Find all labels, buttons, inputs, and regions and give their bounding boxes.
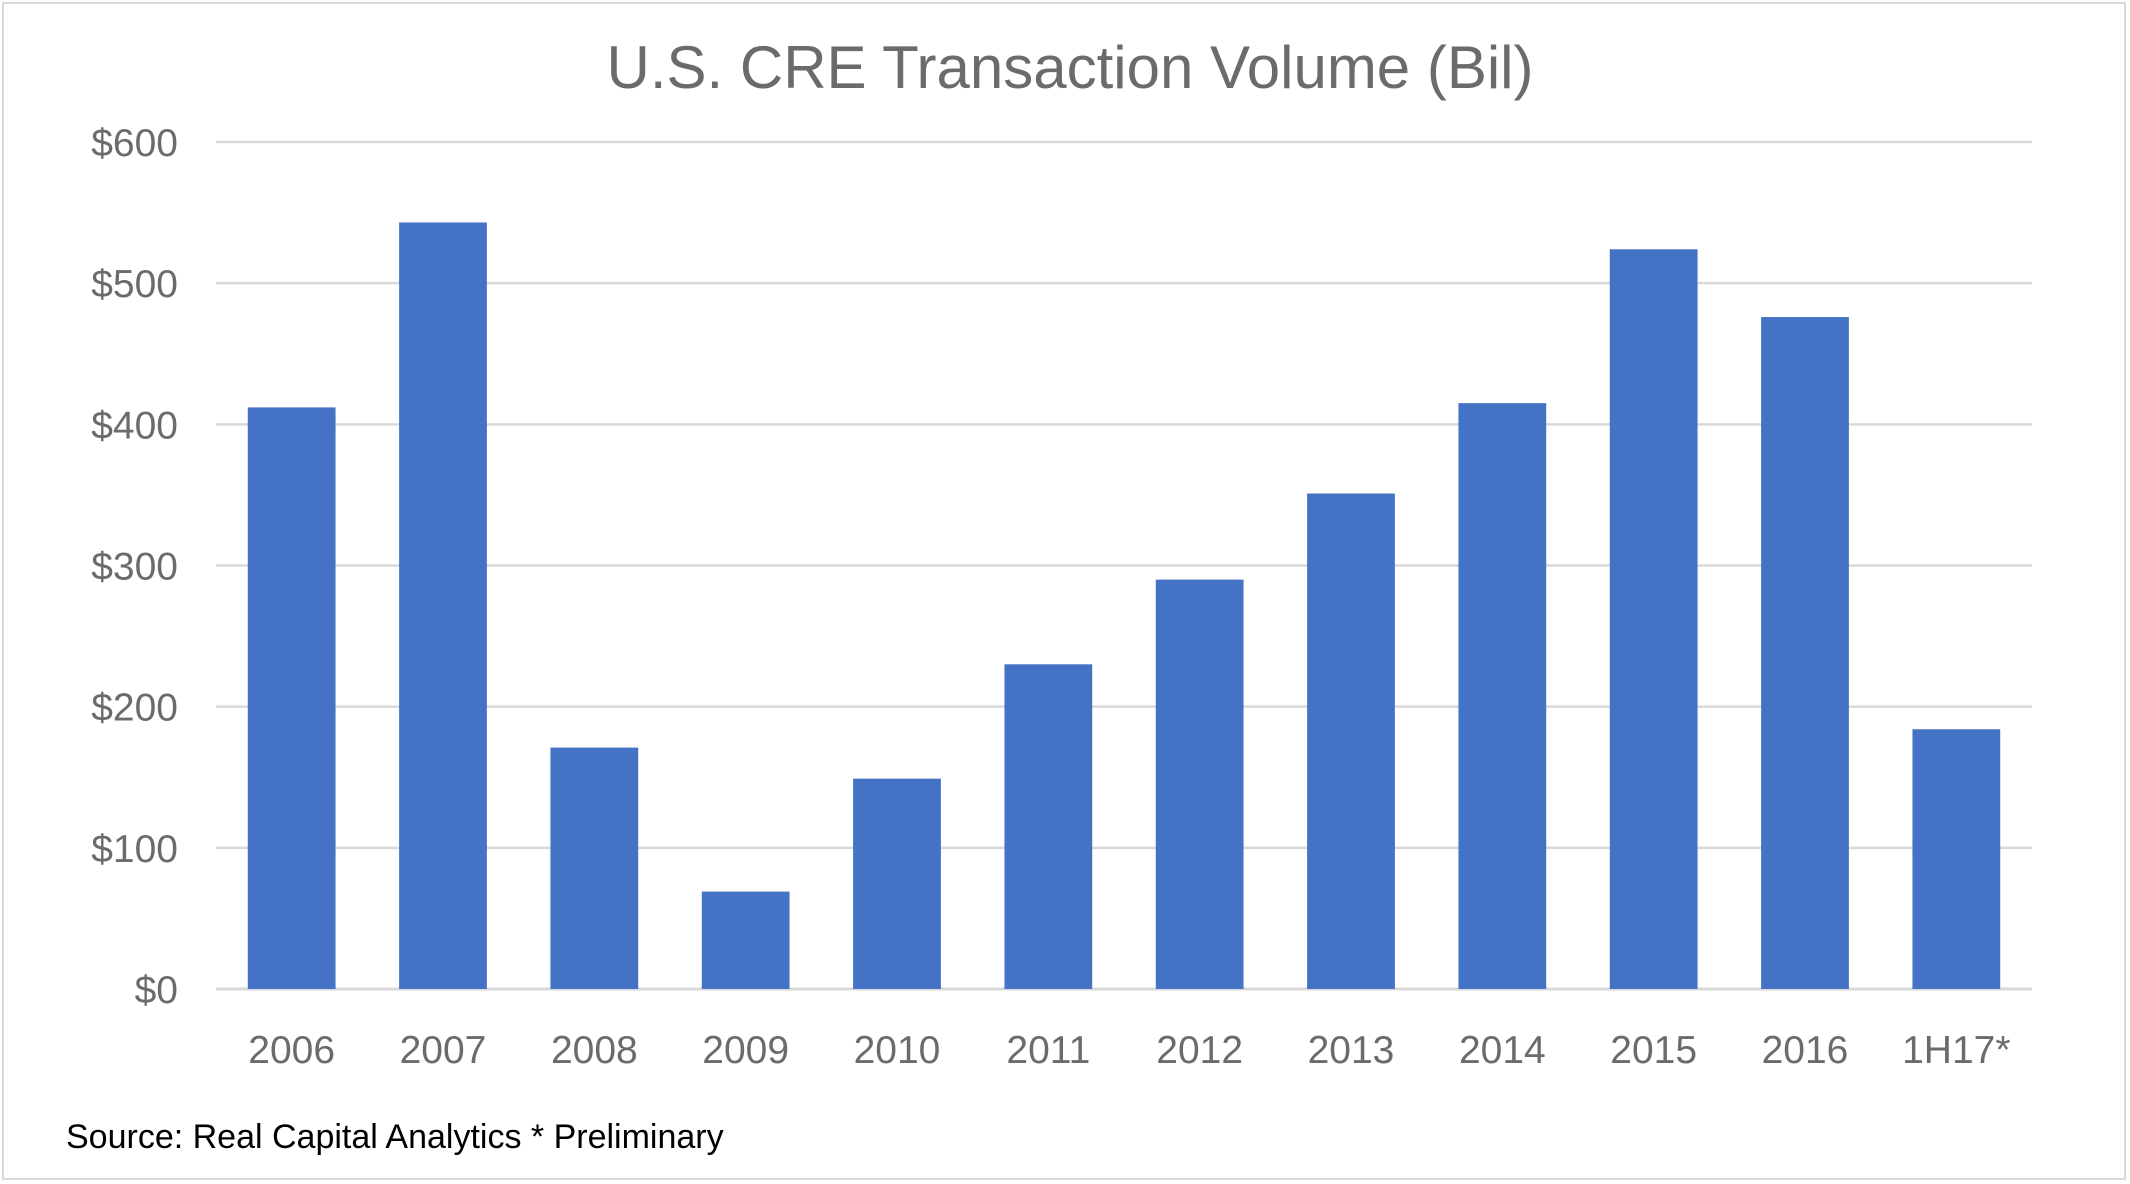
source-footnote: Source: Real Capital Analytics * Prelimi… bbox=[66, 1118, 724, 1156]
bar-2008 bbox=[550, 747, 639, 989]
bar-2009 bbox=[701, 891, 790, 989]
x-tick-label: 2013 bbox=[1308, 1029, 1395, 1072]
x-tick-label: 2016 bbox=[1762, 1029, 1849, 1072]
x-tick-label: 2010 bbox=[854, 1029, 941, 1072]
x-tick-label: 2006 bbox=[248, 1029, 335, 1072]
chart-title: U.S. CRE Transaction Volume (Bil) bbox=[607, 34, 1534, 101]
x-tick-label: 2011 bbox=[1006, 1029, 1090, 1072]
x-tick-label: 1H17* bbox=[1902, 1029, 2010, 1072]
bar-2010 bbox=[853, 778, 941, 989]
x-tick-label: 2012 bbox=[1156, 1029, 1243, 1072]
y-tick-label: $400 bbox=[91, 404, 178, 447]
bar-2013 bbox=[1307, 493, 1395, 989]
x-tick-label: 2014 bbox=[1459, 1029, 1546, 1072]
bar-2016 bbox=[1761, 317, 1849, 990]
x-tick-label: 2007 bbox=[400, 1029, 487, 1072]
bar-2014 bbox=[1458, 403, 1547, 989]
bar-2015 bbox=[1609, 249, 1698, 989]
y-tick-label: $300 bbox=[91, 546, 178, 589]
x-tick-label: 2008 bbox=[551, 1029, 638, 1072]
bar-1H17* bbox=[1912, 729, 2001, 989]
bar-2011 bbox=[1004, 664, 1093, 989]
bar-chart: U.S. CRE Transaction Volume (Bil) $0 $100… bbox=[66, 34, 2032, 1156]
x-tick-label: 2015 bbox=[1610, 1029, 1697, 1072]
y-axis-tick-labels: $0 $100 $200 $300 $400 $500 $600 bbox=[91, 122, 178, 1012]
bars bbox=[247, 222, 2001, 990]
y-tick-label: $0 bbox=[135, 969, 178, 1012]
y-tick-label: $500 bbox=[91, 263, 178, 306]
x-tick-label: 2009 bbox=[702, 1029, 789, 1072]
y-tick-label: $100 bbox=[91, 828, 178, 871]
gridlines bbox=[216, 140, 2032, 991]
y-tick-label: $600 bbox=[91, 122, 178, 165]
bar-2006 bbox=[247, 407, 336, 990]
y-tick-label: $200 bbox=[91, 687, 178, 730]
bar-2012 bbox=[1155, 579, 1244, 989]
bar-2007 bbox=[399, 222, 487, 990]
x-axis-tick-labels: 2006 2007 2008 2009 2010 2011 2012 2013 2014 2015… bbox=[248, 1029, 2010, 1072]
